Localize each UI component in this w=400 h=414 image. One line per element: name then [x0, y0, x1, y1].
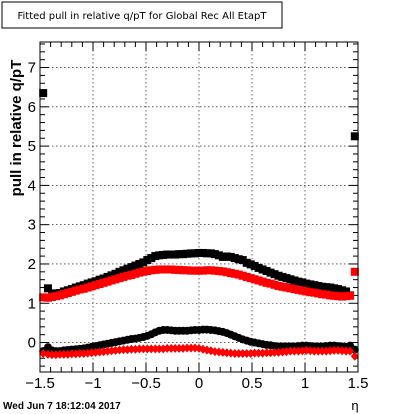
y-tick-label: 2	[28, 256, 36, 273]
y-tick-label: 6	[28, 99, 36, 116]
data-point	[346, 346, 355, 356]
data-point	[43, 284, 52, 293]
x-tick-label: −0.5	[131, 375, 161, 392]
axis-ticks	[39, 42, 359, 372]
x-tick-label: 1	[301, 375, 309, 392]
x-axis-title: η	[351, 398, 358, 413]
x-tick-label: −1.5	[25, 375, 55, 392]
data-series	[39, 89, 359, 361]
y-tick-label: 1	[28, 295, 36, 312]
data-point	[350, 132, 359, 141]
y-tick-label: 5	[28, 138, 36, 155]
series-3-diamond-red	[39, 343, 359, 361]
data-point	[39, 89, 48, 98]
y-axis-title: pull in relative q/pT	[8, 60, 25, 197]
y-tick-label: 0	[28, 335, 36, 352]
data-point	[39, 349, 48, 359]
chart-title: Fitted pull in relative q/pT for Global …	[17, 11, 267, 22]
x-tick-labels: −1.5 −1 −0.5 0 0.5 1 1.5	[25, 375, 368, 392]
x-tick-label: −1	[84, 375, 101, 392]
data-point	[39, 293, 48, 302]
chart-title-box	[1, 1, 283, 29]
y-tick-label: 3	[28, 217, 36, 234]
y-tick-label: 4	[28, 177, 36, 194]
data-point	[350, 351, 359, 361]
data-point	[346, 291, 355, 300]
x-tick-label: 0.5	[242, 375, 263, 392]
x-tick-label: 0	[195, 375, 203, 392]
x-tick-label: 1.5	[348, 375, 369, 392]
y-tick-label: 7	[28, 60, 36, 77]
plot-frame	[39, 41, 359, 373]
series-1-square-red	[39, 265, 359, 302]
y-tick-labels: 0 1 2 3 4 5 6 7	[28, 60, 36, 352]
data-point	[350, 267, 359, 276]
timestamp-label: Wed Jun 7 18:12:04 2017	[3, 401, 121, 412]
